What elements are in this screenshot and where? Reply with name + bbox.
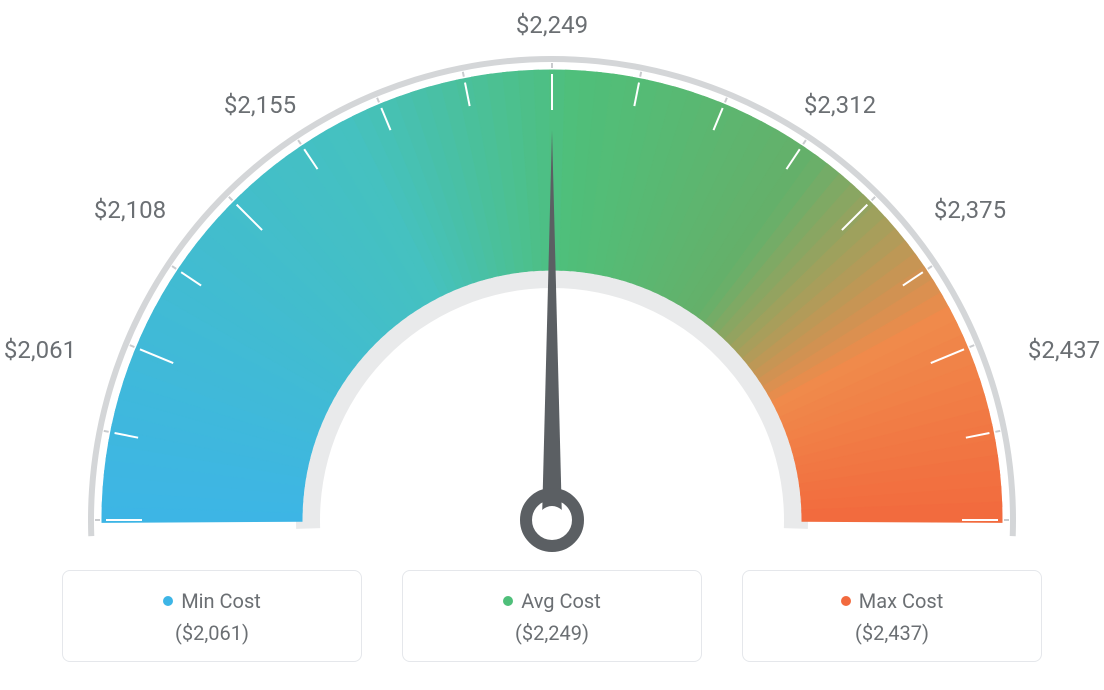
gauge-tick-outer [130, 345, 135, 347]
gauge-tick-outer [298, 140, 301, 144]
legend-title-min: Min Cost [163, 589, 261, 613]
gauge-tick-outer [872, 197, 876, 201]
gauge-tick-outer [172, 266, 176, 269]
legend-title-avg: Avg Cost [503, 589, 601, 613]
gauge-tick-outer [463, 72, 464, 77]
gauge-tick-label: $2,437 [1028, 336, 1100, 364]
gauge-tick-outer [104, 431, 109, 432]
gauge-tick-label: $2,061 [4, 336, 76, 364]
dot-icon [503, 596, 513, 606]
gauge-tick-outer [725, 98, 727, 103]
legend-card-avg: Avg Cost ($2,249) [402, 570, 702, 662]
legend-card-min: Min Cost ($2,061) [62, 570, 362, 662]
legend-value-avg: ($2,249) [413, 621, 691, 645]
gauge-tick-label: $2,108 [94, 196, 166, 224]
legend-label: Avg Cost [521, 589, 601, 613]
gauge-svg [0, 0, 1104, 560]
legend-label: Max Cost [859, 589, 944, 613]
gauge-tick-label: $2,249 [516, 11, 588, 39]
gauge-needle-hub-inner [538, 506, 566, 534]
legend-title-max: Max Cost [841, 589, 944, 613]
legend-row: Min Cost ($2,061) Avg Cost ($2,249) Max … [0, 570, 1104, 662]
gauge-tick-outer [803, 140, 806, 144]
gauge-tick-outer [640, 72, 641, 77]
legend-card-max: Max Cost ($2,437) [742, 570, 1042, 662]
legend-value-min: ($2,061) [73, 621, 351, 645]
gauge-tick-outer [377, 98, 379, 103]
gauge-tick-label: $2,375 [934, 196, 1006, 224]
legend-label: Min Cost [181, 589, 261, 613]
gauge-tick-outer [995, 431, 1000, 432]
gauge-tick-label: $2,155 [224, 91, 296, 119]
dot-icon [163, 596, 173, 606]
gauge-tick-label: $2,312 [804, 91, 876, 119]
gauge-chart: $2,061 $2,108 $2,155 $2,249 $2,312 $2,375 $2,4… [0, 0, 1104, 560]
gauge-tick-outer [970, 345, 975, 347]
legend-value-max: ($2,437) [753, 621, 1031, 645]
gauge-tick-outer [229, 197, 233, 201]
gauge-tick-outer [928, 266, 932, 269]
dot-icon [841, 596, 851, 606]
